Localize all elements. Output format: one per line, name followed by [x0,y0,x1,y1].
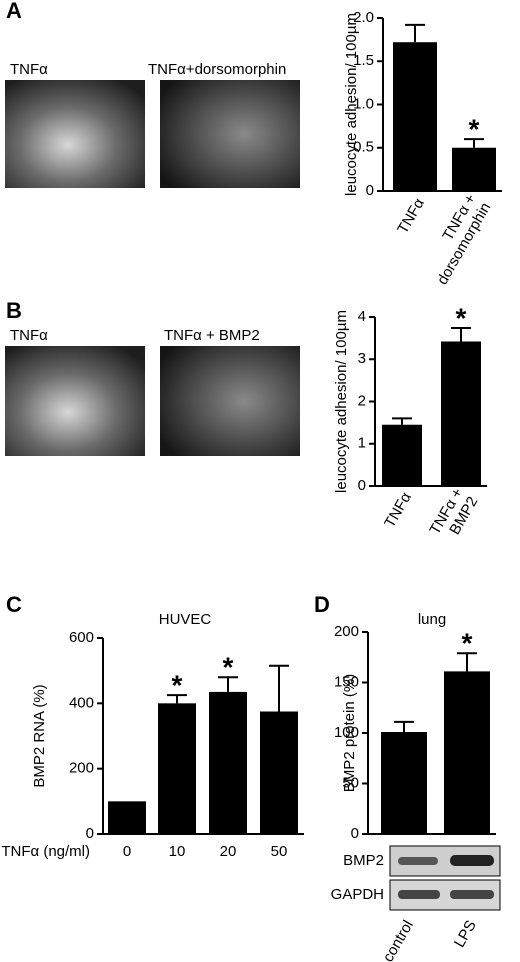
x-axis-label: TNFα (ng/ml) [1,843,90,860]
y-tick-label: 0 [366,182,374,199]
panel-label: D [314,592,330,617]
y-tick-label: 0 [86,825,94,842]
micrograph [5,80,145,188]
bar [108,801,146,834]
x-tick-label: TNFα [394,195,428,237]
significance-marker: * [469,113,480,144]
image-caption: TNFα [10,61,48,78]
blot-label: BMP2 [343,852,384,869]
x-tick-label: TNFα [381,489,415,531]
error-bar [269,664,289,712]
y-tick-label: 2 [358,392,366,409]
x-tick-label: TNFα +BMP2 [426,485,481,546]
y-tick-label: 1.5 [353,52,374,69]
y-tick-label: 1 [358,435,366,452]
y-tick-label: 600 [69,629,94,646]
error-bar [392,417,412,425]
x-tick-label: control [380,917,417,962]
y-tick-label: 1.0 [353,95,374,112]
panel-label: A [6,0,22,23]
micrograph [160,80,300,188]
x-tick-label: 0 [123,843,131,860]
significance-marker: * [456,302,467,333]
y-tick-label: 3 [358,350,366,367]
y-tick-label: 50 [342,774,359,791]
y-tick-label: 200 [69,760,94,777]
bar [260,711,298,834]
micrograph [5,346,145,456]
bar [444,671,490,834]
image-caption: TNFα [10,327,48,344]
bar [209,691,247,834]
error-bar [405,23,425,43]
band [398,857,438,865]
chart-title: lung [418,611,446,628]
bar [381,731,427,834]
y-tick-label: 150 [334,673,359,690]
significance-marker: * [223,652,234,683]
x-tick-label: TNFα +dorsomorphin [419,191,495,288]
y-tick-label: 0 [351,825,359,842]
y-tick-label: 200 [334,623,359,640]
error-bar [464,138,484,148]
y-tick-label: 0 [358,477,366,494]
y-tick-label: 0.5 [353,139,374,156]
y-tick-label: 100 [334,724,359,741]
y-axis-label: BMP2 protein (%) [341,674,358,792]
bar [393,42,437,191]
x-tick-label: 50 [271,843,288,860]
micrograph [160,346,300,456]
chart-title: HUVEC [159,611,212,628]
image-caption: TNFα + BMP2 [164,327,260,344]
band [398,890,440,899]
error-bar [457,652,477,672]
panel-label: B [6,298,22,323]
significance-marker: * [462,628,473,659]
error-bar [394,720,414,732]
panel-label: C [6,592,22,617]
blot-label: GAPDH [331,886,384,903]
y-axis-label: leucocyte adhesion/ 100µm [333,310,350,493]
bar [382,424,422,486]
error-bar [451,326,471,342]
significance-marker: * [172,670,183,701]
y-axis-label: BMP2 RNA (%) [31,684,48,787]
bar [158,703,196,834]
y-tick-label: 4 [358,308,366,325]
x-tick-label: LPS [451,917,480,950]
y-tick-label: 400 [69,694,94,711]
y-axis-label: leucocyte adhesion/ 100µm [343,13,360,196]
bar [441,341,481,486]
band [450,890,494,899]
image-caption: TNFα+dorsomorphin [148,61,286,78]
error-bar [167,694,187,704]
x-tick-label: 20 [220,843,237,860]
bar [452,147,496,191]
error-bar [218,676,238,692]
band [450,855,494,866]
x-tick-label: 10 [169,843,186,860]
y-tick-label: 2.0 [353,9,374,26]
